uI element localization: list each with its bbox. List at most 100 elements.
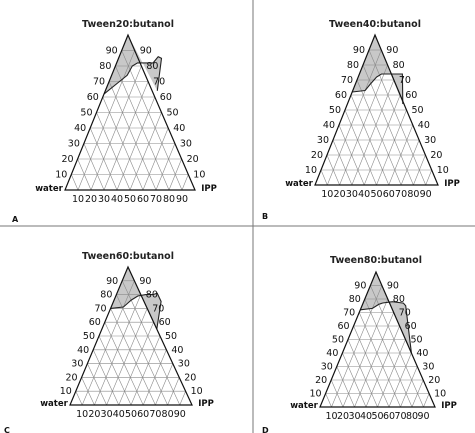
panel-title: Tween20:butanol xyxy=(82,19,174,30)
tick-label-bottom: 90 xyxy=(417,411,429,422)
grid-line xyxy=(368,49,426,186)
tick-label-left: 50 xyxy=(329,105,341,116)
tick-label-left: 30 xyxy=(68,139,80,150)
grid-line xyxy=(358,312,401,408)
grid-line xyxy=(110,308,156,406)
grid-line xyxy=(344,109,377,186)
grid-line xyxy=(155,143,176,191)
grid-line xyxy=(181,174,189,191)
tick-label-bottom: 10 xyxy=(325,411,337,422)
tick-label-bottom: 50 xyxy=(125,409,137,420)
panel-title: Tween80:butanol xyxy=(330,255,422,266)
grid-line xyxy=(347,339,378,408)
grid-line xyxy=(388,352,412,408)
phase-boundary-line xyxy=(352,73,404,105)
tick-label-left: 90 xyxy=(353,45,365,56)
grid-line xyxy=(327,49,382,186)
tick-label-right: 30 xyxy=(180,139,192,150)
tick-label-left: 40 xyxy=(326,348,338,359)
tick-label-left: 70 xyxy=(95,303,107,314)
grid-line xyxy=(331,285,383,408)
vertex-label-ipp: IPP xyxy=(198,399,214,409)
grid-line xyxy=(179,391,186,406)
vertex-label-ipp: IPP xyxy=(441,401,457,411)
tick-label-left: 90 xyxy=(354,281,366,292)
tick-label-bottom: 60 xyxy=(137,409,149,420)
tick-label-right: 80 xyxy=(393,294,405,305)
grid-line xyxy=(108,81,157,191)
panel-title: Tween60:butanol xyxy=(82,251,174,262)
tick-label-right: 10 xyxy=(193,170,205,181)
tick-label-right: 40 xyxy=(171,345,183,356)
tick-label-left: 50 xyxy=(80,108,92,119)
tick-label-right: 90 xyxy=(387,281,399,292)
tick-label-left: 50 xyxy=(83,331,95,342)
tick-label-left: 20 xyxy=(315,375,327,386)
tick-label-right: 30 xyxy=(178,359,190,370)
ternary-panel-a: Tween20:butanol1090102080203070304060405… xyxy=(12,19,217,224)
grid-line xyxy=(326,154,340,186)
tick-label-right: 70 xyxy=(152,303,164,314)
tick-label-left: 20 xyxy=(62,154,74,165)
grid-line xyxy=(354,312,394,408)
grid-line xyxy=(423,393,430,408)
tick-label-left: 60 xyxy=(87,92,99,103)
tick-label-bottom: 30 xyxy=(346,189,358,200)
grid-line xyxy=(77,158,92,191)
tick-label-bottom: 60 xyxy=(137,194,149,205)
tick-label-right: 20 xyxy=(184,372,196,383)
phase-boundary-line xyxy=(360,301,412,354)
tick-label-right: 80 xyxy=(146,61,158,72)
panel-letter: B xyxy=(262,212,268,221)
grid-line xyxy=(81,280,135,406)
tick-label-left: 70 xyxy=(93,77,105,88)
grid-line xyxy=(130,335,161,406)
ternary-grid xyxy=(320,49,432,186)
tick-label-bottom: 50 xyxy=(124,194,136,205)
tick-label-right: 50 xyxy=(411,335,423,346)
tick-label-left: 60 xyxy=(89,317,101,328)
grid-line xyxy=(400,366,418,408)
grid-line xyxy=(377,339,406,408)
grid-line xyxy=(400,139,420,186)
ternary-panel-b: Tween40:butanol1090102080203070304060405… xyxy=(262,19,460,221)
tick-label-right: 50 xyxy=(165,331,177,342)
tick-label-bottom: 50 xyxy=(370,189,382,200)
tick-label-right: 10 xyxy=(191,386,203,397)
tick-label-left: 60 xyxy=(338,321,350,332)
grid-line xyxy=(83,143,105,191)
ternary-panel-c: Tween60:butanol1090102080203070304060405… xyxy=(4,251,214,433)
tick-label-left: 30 xyxy=(321,362,333,373)
tick-label-left: 90 xyxy=(106,276,118,287)
grid-line xyxy=(155,363,174,406)
tick-label-bottom: 30 xyxy=(98,194,110,205)
tick-label-right: 50 xyxy=(167,108,179,119)
tick-label-bottom: 70 xyxy=(149,409,161,420)
grid-line xyxy=(325,393,332,408)
tick-label-left: 70 xyxy=(341,75,353,86)
ternary-frame xyxy=(69,265,193,406)
tick-label-left: 80 xyxy=(347,60,359,71)
tick-label-right: 40 xyxy=(173,123,185,134)
tick-label-bottom: 50 xyxy=(371,411,383,422)
tick-label-left: 40 xyxy=(323,120,335,131)
ternary-frame xyxy=(314,33,439,186)
tick-label-bottom: 80 xyxy=(406,411,418,422)
tick-label-bottom: 40 xyxy=(111,194,123,205)
tick-label-left: 80 xyxy=(349,294,361,305)
ternary-grid xyxy=(325,285,430,408)
grid-line xyxy=(129,112,162,191)
grid-line xyxy=(71,174,79,191)
tick-label-bottom: 90 xyxy=(174,409,186,420)
tick-label-right: 20 xyxy=(187,154,199,165)
vertex-label-water: water xyxy=(35,184,63,194)
tick-label-right: 30 xyxy=(422,362,434,373)
tick-label-left: 30 xyxy=(317,135,329,146)
grid-line xyxy=(96,112,131,191)
tick-label-right: 10 xyxy=(434,389,446,400)
panel-letter: C xyxy=(4,426,10,433)
grid-line xyxy=(89,127,118,191)
tick-label-right: 60 xyxy=(405,90,417,101)
tick-label-right: 50 xyxy=(412,105,424,116)
